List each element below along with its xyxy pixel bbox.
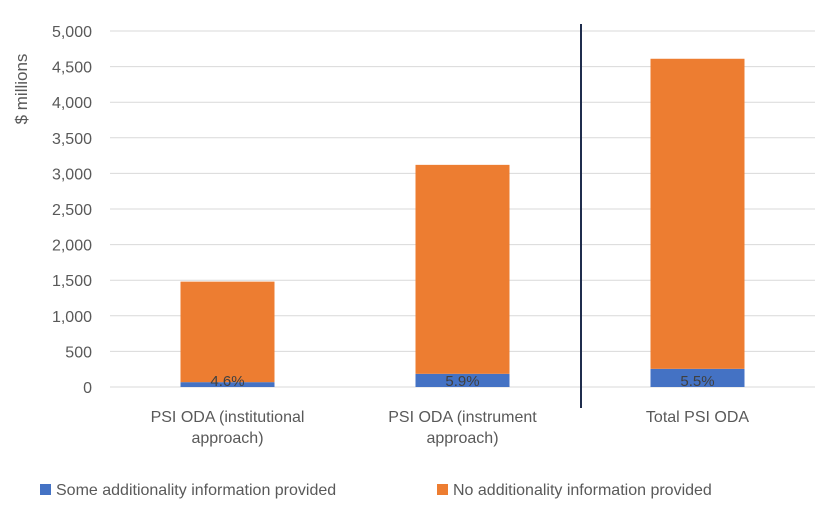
x-category-label: PSI ODA (institutional approach): [151, 409, 305, 447]
bar-no-info-2: [650, 58, 745, 369]
y-tick-label: 0: [83, 380, 92, 397]
bar-some-info-1: [415, 373, 510, 387]
y-axis-ticks: 0 500 1,000 1,500 2,000 2,500 3,000 3,500 4,000 4…: [52, 24, 92, 397]
data-label: 5.5%: [680, 373, 714, 390]
data-label: 5.9%: [445, 373, 479, 390]
data-labels: 4.6% 5.9% 5.5%: [210, 373, 714, 390]
category-labels: PSI ODA (institutional approach) PSI ODA (…: [151, 409, 750, 447]
y-tick-label: 4,000: [52, 95, 92, 112]
y-tick-label: 1,000: [52, 309, 92, 326]
y-axis-label: $ millions: [12, 54, 31, 125]
y-tick-label: 5,000: [52, 24, 92, 41]
legend-label: No additionality information provided: [453, 482, 712, 499]
legend-label: Some additionality information provided: [56, 482, 336, 499]
y-tick-label: 500: [65, 344, 92, 361]
x-category-label: Total PSI ODA: [646, 409, 749, 426]
y-tick-label: 1,500: [52, 273, 92, 290]
legend-swatch: [40, 484, 51, 495]
bars: [180, 58, 745, 387]
x-category-label: PSI ODA (instrument approach): [388, 409, 537, 447]
data-label: 4.6%: [210, 373, 244, 390]
bar-some-info-2: [650, 368, 745, 387]
y-tick-label: 4,500: [52, 60, 92, 77]
y-tick-label: 2,500: [52, 202, 92, 219]
legend-swatch: [437, 484, 448, 495]
y-tick-label: 3,000: [52, 166, 92, 183]
bar-no-info-1: [415, 164, 510, 374]
bar-no-info-0: [180, 281, 275, 383]
y-tick-label: 3,500: [52, 131, 92, 148]
bar-some-info-0: [180, 382, 275, 387]
legend: Some additionality information provided N…: [40, 482, 712, 499]
y-tick-label: 2,000: [52, 238, 92, 255]
